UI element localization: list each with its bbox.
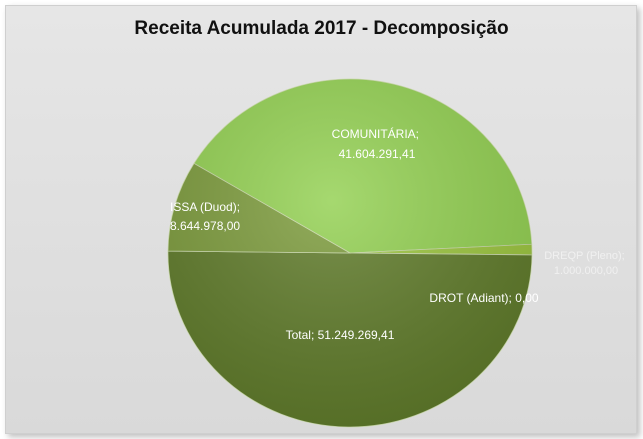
label-comunitaria: COMUNITÁRIA; 41.604.291,41 <box>332 126 423 161</box>
label-comunitaria-value: 41.604.291,41 <box>339 147 416 161</box>
label-issa: ISSA (Duod); 8.644.978,00 <box>170 200 243 233</box>
label-total: Total; 51.249.269,41 <box>286 328 395 342</box>
chart-title: Receita Acumulada 2017 - Decomposição <box>134 18 509 39</box>
label-comunitaria-name: COMUNITÁRIA; <box>332 126 419 141</box>
label-dreqp-value: 1.000.000,00 <box>554 265 618 277</box>
label-issa-value: 8.644.978,00 <box>170 219 240 233</box>
label-drot: DROT (Adiant); 0,00 <box>429 291 538 305</box>
label-dreqp-name: DREQP (Pleno); <box>544 250 625 262</box>
label-issa-name: ISSA (Duod); <box>170 200 240 214</box>
label-dreqp: DREQP (Pleno); 1.000.000,00 <box>544 250 628 277</box>
